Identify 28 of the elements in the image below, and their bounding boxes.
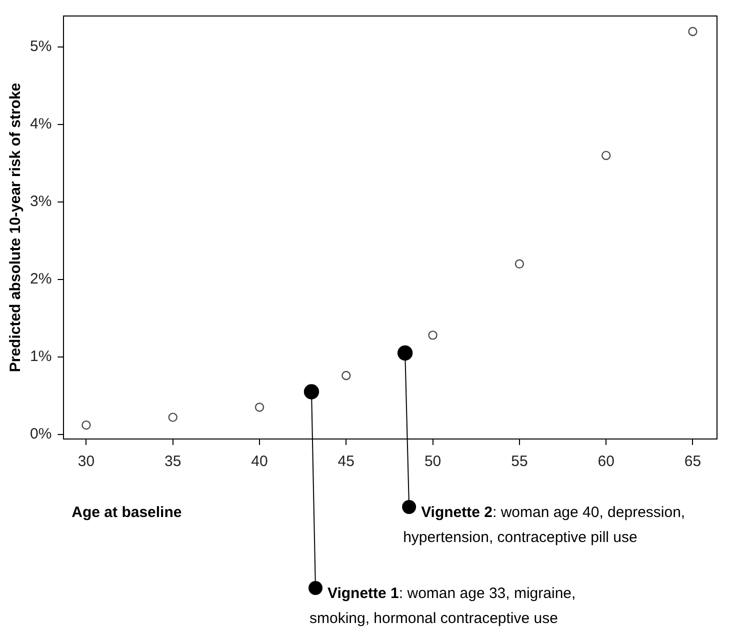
y-tick-label: 0%: [30, 425, 52, 442]
point: [304, 384, 320, 400]
annotation: Vignette 1: woman age 33, migraine, smoking, hormonal contraceptive use: [309, 585, 576, 628]
x-tick-label: 50: [424, 453, 442, 470]
y-tick-label: 1%: [30, 348, 52, 366]
x-tick-label: 65: [684, 453, 702, 470]
x-tick-label: 45: [338, 453, 354, 470]
point: [428, 330, 438, 340]
point: [82, 420, 91, 430]
x-tick-label: 35: [164, 453, 182, 470]
y-tick-label: 2%: [30, 270, 52, 288]
point: [254, 402, 264, 412]
x-tick-label: 30: [78, 453, 95, 470]
point: [514, 259, 524, 269]
point: [601, 150, 611, 160]
point: [342, 370, 351, 380]
x-tick-label: 40: [251, 453, 268, 470]
point: [688, 26, 698, 36]
x-tick-label: 60: [598, 453, 614, 470]
point: [168, 412, 178, 422]
y-tick-label: 4%: [30, 116, 52, 133]
annotation: Vignette 2: woman age 40, depression, hypertension, contraceptive pill use: [403, 504, 686, 546]
y-axis-title: Predicted absolute 10-year risk of stroke: [7, 82, 24, 372]
x-tick-label: 55: [511, 453, 528, 470]
y-tick-label: 5%: [30, 38, 52, 56]
x-axis-title: Age at baseline: [72, 504, 182, 522]
y-tick-label: 3%: [30, 193, 52, 210]
point: [397, 345, 413, 361]
